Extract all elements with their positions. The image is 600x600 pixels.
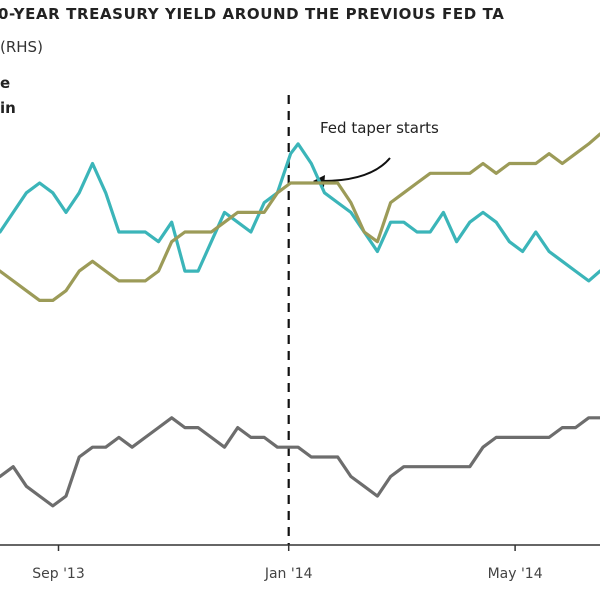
annotation-arrow	[317, 157, 391, 183]
x-axis-ticks: Sep '13 Jan '14 May '14	[32, 545, 543, 582]
legend-fragment-2: in	[0, 99, 16, 117]
series-line-1	[0, 142, 600, 283]
legend-fragment-1: e	[0, 74, 10, 92]
x-tick-label: Jan '14	[264, 566, 313, 582]
x-tick-label: Sep '13	[32, 566, 85, 582]
chart-title: 0-YEAR TREASURY YIELD AROUND THE PREVIOU…	[0, 5, 504, 23]
series-line-2	[0, 132, 600, 302]
legend-rhs-label: (RHS)	[0, 38, 43, 56]
series-line-3	[0, 416, 600, 508]
taper-annotation: Fed taper starts	[320, 119, 439, 137]
x-tick-label: May '14	[488, 566, 543, 582]
series-layer	[0, 132, 600, 508]
